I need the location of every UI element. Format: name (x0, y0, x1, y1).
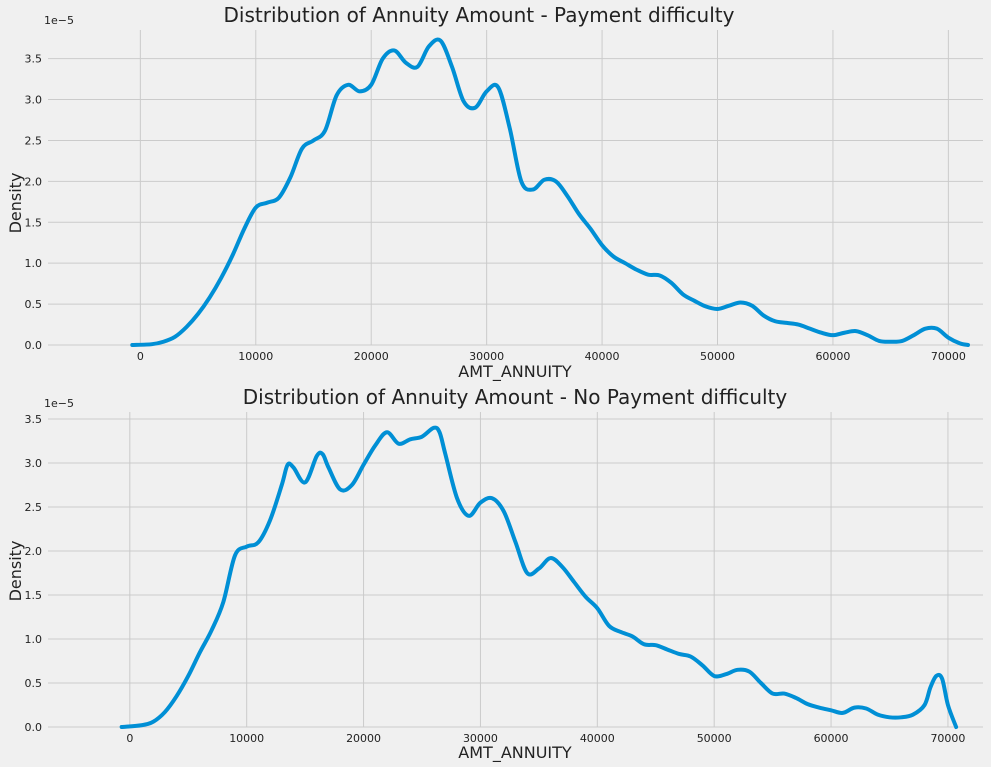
x-tick-label: 20000 (354, 350, 389, 363)
density-line (130, 37, 970, 347)
x-tick-label: 30000 (469, 350, 504, 363)
y-tick-label: 0.0 (25, 339, 43, 352)
y-offset-label: 1e−5 (44, 14, 74, 27)
grid (48, 30, 983, 346)
chart-title: Distribution of Annuity Amount - Payment… (224, 3, 735, 27)
density-line (119, 425, 959, 729)
y-axis-label: Density (6, 173, 25, 234)
x-tick-label: 40000 (580, 732, 615, 745)
y-tick-label: 0.5 (25, 677, 43, 690)
x-tick-label: 0 (137, 350, 144, 363)
y-tick-label: 3.5 (25, 413, 43, 426)
y-tick-label: 2.0 (25, 545, 43, 558)
x-tick-label: 20000 (346, 732, 381, 745)
y-offset-label: 1e−5 (44, 397, 74, 410)
chart-no-payment-difficulty: Distribution of Annuity Amount - No Paym… (6, 385, 983, 763)
y-tick-label: 2.5 (25, 501, 43, 514)
y-tick-label: 1.0 (25, 633, 43, 646)
y-tick-label: 3.0 (25, 94, 43, 107)
x-tick-label: 10000 (238, 350, 273, 363)
x-tick-label: 40000 (585, 350, 620, 363)
y-tick-label: 1.5 (25, 216, 43, 229)
y-tick-label: 1.0 (25, 257, 43, 270)
x-axis-label: AMT_ANNUITY (458, 362, 572, 382)
y-axis-label: Density (6, 541, 25, 602)
y-tick-label: 3.5 (25, 53, 43, 66)
y-tick-label: 2.5 (25, 134, 43, 147)
x-tick-label: 0 (126, 732, 133, 745)
grid (48, 412, 983, 728)
x-tick-label: 30000 (463, 732, 498, 745)
y-tick-label: 0.0 (25, 721, 43, 734)
chart-payment-difficulty: Distribution of Annuity Amount - Payment… (6, 3, 983, 382)
y-tick-label: 3.0 (25, 457, 43, 470)
y-tick-label: 1.5 (25, 589, 43, 602)
x-tick-label: 60000 (814, 732, 849, 745)
y-tick-label: 0.5 (25, 298, 43, 311)
chart-title: Distribution of Annuity Amount - No Paym… (243, 385, 788, 409)
y-tick-label: 2.0 (25, 175, 43, 188)
tick-labels: 0.0 0.5 1.0 1.5 2.0 2.5 3.0 3.5 0 10000 20000 30000… (25, 413, 966, 745)
x-tick-label: 60000 (815, 350, 850, 363)
x-axis-label: AMT_ANNUITY (458, 743, 572, 763)
x-tick-label: 50000 (700, 350, 735, 363)
x-tick-label: 10000 (229, 732, 264, 745)
x-tick-label: 70000 (930, 732, 965, 745)
x-tick-label: 50000 (697, 732, 732, 745)
tick-labels: 0.0 0.5 1.0 1.5 2.0 2.5 3.0 3.5 0 10000 20000 30000… (25, 53, 966, 363)
x-tick-label: 70000 (931, 350, 966, 363)
